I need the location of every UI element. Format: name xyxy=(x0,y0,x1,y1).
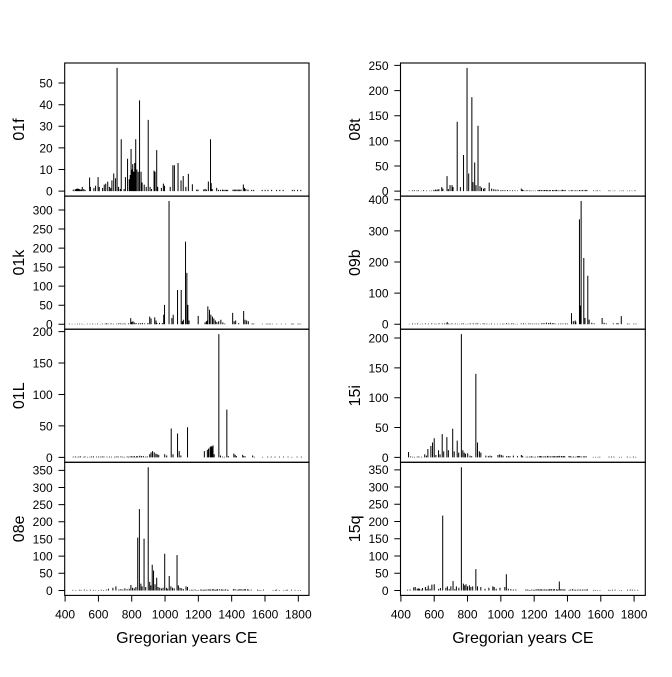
svg-text:50: 50 xyxy=(39,419,53,433)
svg-text:50: 50 xyxy=(375,421,389,435)
svg-text:Gregorian years CE: Gregorian years CE xyxy=(452,630,593,647)
svg-text:0: 0 xyxy=(382,318,389,332)
svg-text:150: 150 xyxy=(33,261,53,275)
svg-text:600: 600 xyxy=(88,608,108,622)
svg-text:01f: 01f xyxy=(11,118,28,141)
svg-text:01L: 01L xyxy=(11,382,28,409)
svg-text:1200: 1200 xyxy=(521,608,548,622)
svg-text:150: 150 xyxy=(368,361,388,375)
svg-text:1800: 1800 xyxy=(285,608,312,622)
svg-text:150: 150 xyxy=(33,532,53,546)
svg-text:100: 100 xyxy=(33,280,53,294)
svg-text:09b: 09b xyxy=(347,249,364,276)
svg-text:400: 400 xyxy=(391,608,411,622)
svg-text:1400: 1400 xyxy=(218,608,245,622)
svg-text:300: 300 xyxy=(368,224,388,238)
svg-text:250: 250 xyxy=(368,59,388,73)
svg-text:800: 800 xyxy=(458,608,478,622)
svg-text:100: 100 xyxy=(368,391,388,405)
svg-text:300: 300 xyxy=(33,481,53,495)
svg-text:08t: 08t xyxy=(347,118,364,141)
svg-text:250: 250 xyxy=(368,498,388,512)
svg-text:100: 100 xyxy=(368,549,388,563)
svg-text:400: 400 xyxy=(55,608,75,622)
svg-text:200: 200 xyxy=(33,241,53,255)
svg-text:100: 100 xyxy=(368,134,388,148)
svg-text:0: 0 xyxy=(46,584,53,598)
svg-text:0: 0 xyxy=(46,451,53,465)
svg-text:01k: 01k xyxy=(11,249,28,276)
svg-text:40: 40 xyxy=(39,98,53,112)
svg-text:1600: 1600 xyxy=(252,608,279,622)
svg-text:1000: 1000 xyxy=(152,608,179,622)
svg-text:50: 50 xyxy=(39,76,53,90)
svg-text:0: 0 xyxy=(382,451,389,465)
svg-text:150: 150 xyxy=(33,356,53,370)
svg-text:1400: 1400 xyxy=(554,608,581,622)
svg-text:50: 50 xyxy=(39,567,53,581)
svg-text:1000: 1000 xyxy=(487,608,514,622)
svg-text:08e: 08e xyxy=(11,515,28,542)
svg-text:200: 200 xyxy=(368,84,388,98)
svg-text:150: 150 xyxy=(368,532,388,546)
svg-text:20: 20 xyxy=(39,141,53,155)
svg-text:250: 250 xyxy=(33,498,53,512)
svg-text:200: 200 xyxy=(368,255,388,269)
svg-text:Gregorian years CE: Gregorian years CE xyxy=(116,630,257,647)
svg-text:1600: 1600 xyxy=(587,608,614,622)
svg-text:200: 200 xyxy=(368,331,388,345)
svg-text:150: 150 xyxy=(368,109,388,123)
svg-text:50: 50 xyxy=(39,299,53,313)
svg-text:300: 300 xyxy=(368,480,388,494)
svg-text:200: 200 xyxy=(368,515,388,529)
svg-text:200: 200 xyxy=(33,515,53,529)
svg-text:100: 100 xyxy=(33,388,53,402)
svg-text:50: 50 xyxy=(375,567,389,581)
svg-text:300: 300 xyxy=(33,203,53,217)
svg-text:350: 350 xyxy=(368,463,388,477)
svg-text:30: 30 xyxy=(39,120,53,134)
svg-text:0: 0 xyxy=(46,318,53,332)
svg-text:0: 0 xyxy=(46,185,53,199)
svg-text:0: 0 xyxy=(382,584,389,598)
svg-text:800: 800 xyxy=(122,608,142,622)
svg-text:1800: 1800 xyxy=(621,608,648,622)
svg-text:15q: 15q xyxy=(347,515,364,542)
svg-text:0: 0 xyxy=(382,185,389,199)
svg-text:350: 350 xyxy=(33,464,53,478)
svg-text:400: 400 xyxy=(368,193,388,207)
svg-text:1200: 1200 xyxy=(185,608,212,622)
svg-text:50: 50 xyxy=(375,159,389,173)
svg-text:200: 200 xyxy=(33,325,53,339)
svg-text:600: 600 xyxy=(424,608,444,622)
svg-text:100: 100 xyxy=(368,287,388,301)
svg-text:250: 250 xyxy=(33,222,53,236)
svg-text:100: 100 xyxy=(33,550,53,564)
svg-text:15i: 15i xyxy=(347,385,364,406)
svg-text:10: 10 xyxy=(39,163,53,177)
